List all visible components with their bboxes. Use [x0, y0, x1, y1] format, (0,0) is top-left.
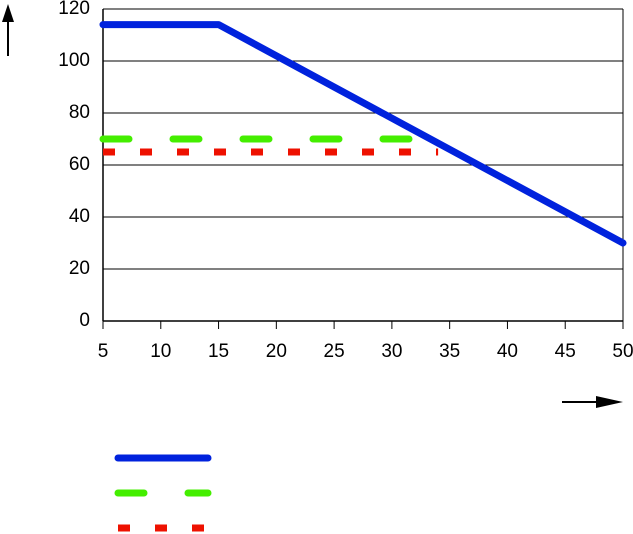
y-axis-arrow — [2, 4, 14, 56]
x-tick-label: 50 — [612, 341, 633, 362]
y-tick-label: 0 — [79, 310, 90, 331]
y-tick-label: 20 — [69, 258, 90, 279]
x-tick-label: 15 — [208, 341, 229, 362]
x-tick-label: 35 — [439, 341, 460, 362]
y-tick-label: 60 — [69, 154, 90, 175]
x-tick-label: 5 — [98, 341, 109, 362]
y-tick-label: 40 — [69, 206, 90, 227]
series-line — [99, 21, 627, 247]
x-tick-label: 20 — [266, 341, 287, 362]
x-tick-label: 10 — [150, 341, 171, 362]
x-tick-label: 30 — [381, 341, 402, 362]
x-tick-label: 40 — [497, 341, 518, 362]
y-tick-label: 120 — [58, 0, 90, 19]
x-tick-label: 45 — [555, 341, 576, 362]
y-tick-label: 100 — [58, 50, 90, 71]
x-tick-label: 25 — [324, 341, 345, 362]
y-tick-label: 80 — [69, 102, 90, 123]
x-axis-arrow — [562, 396, 623, 408]
